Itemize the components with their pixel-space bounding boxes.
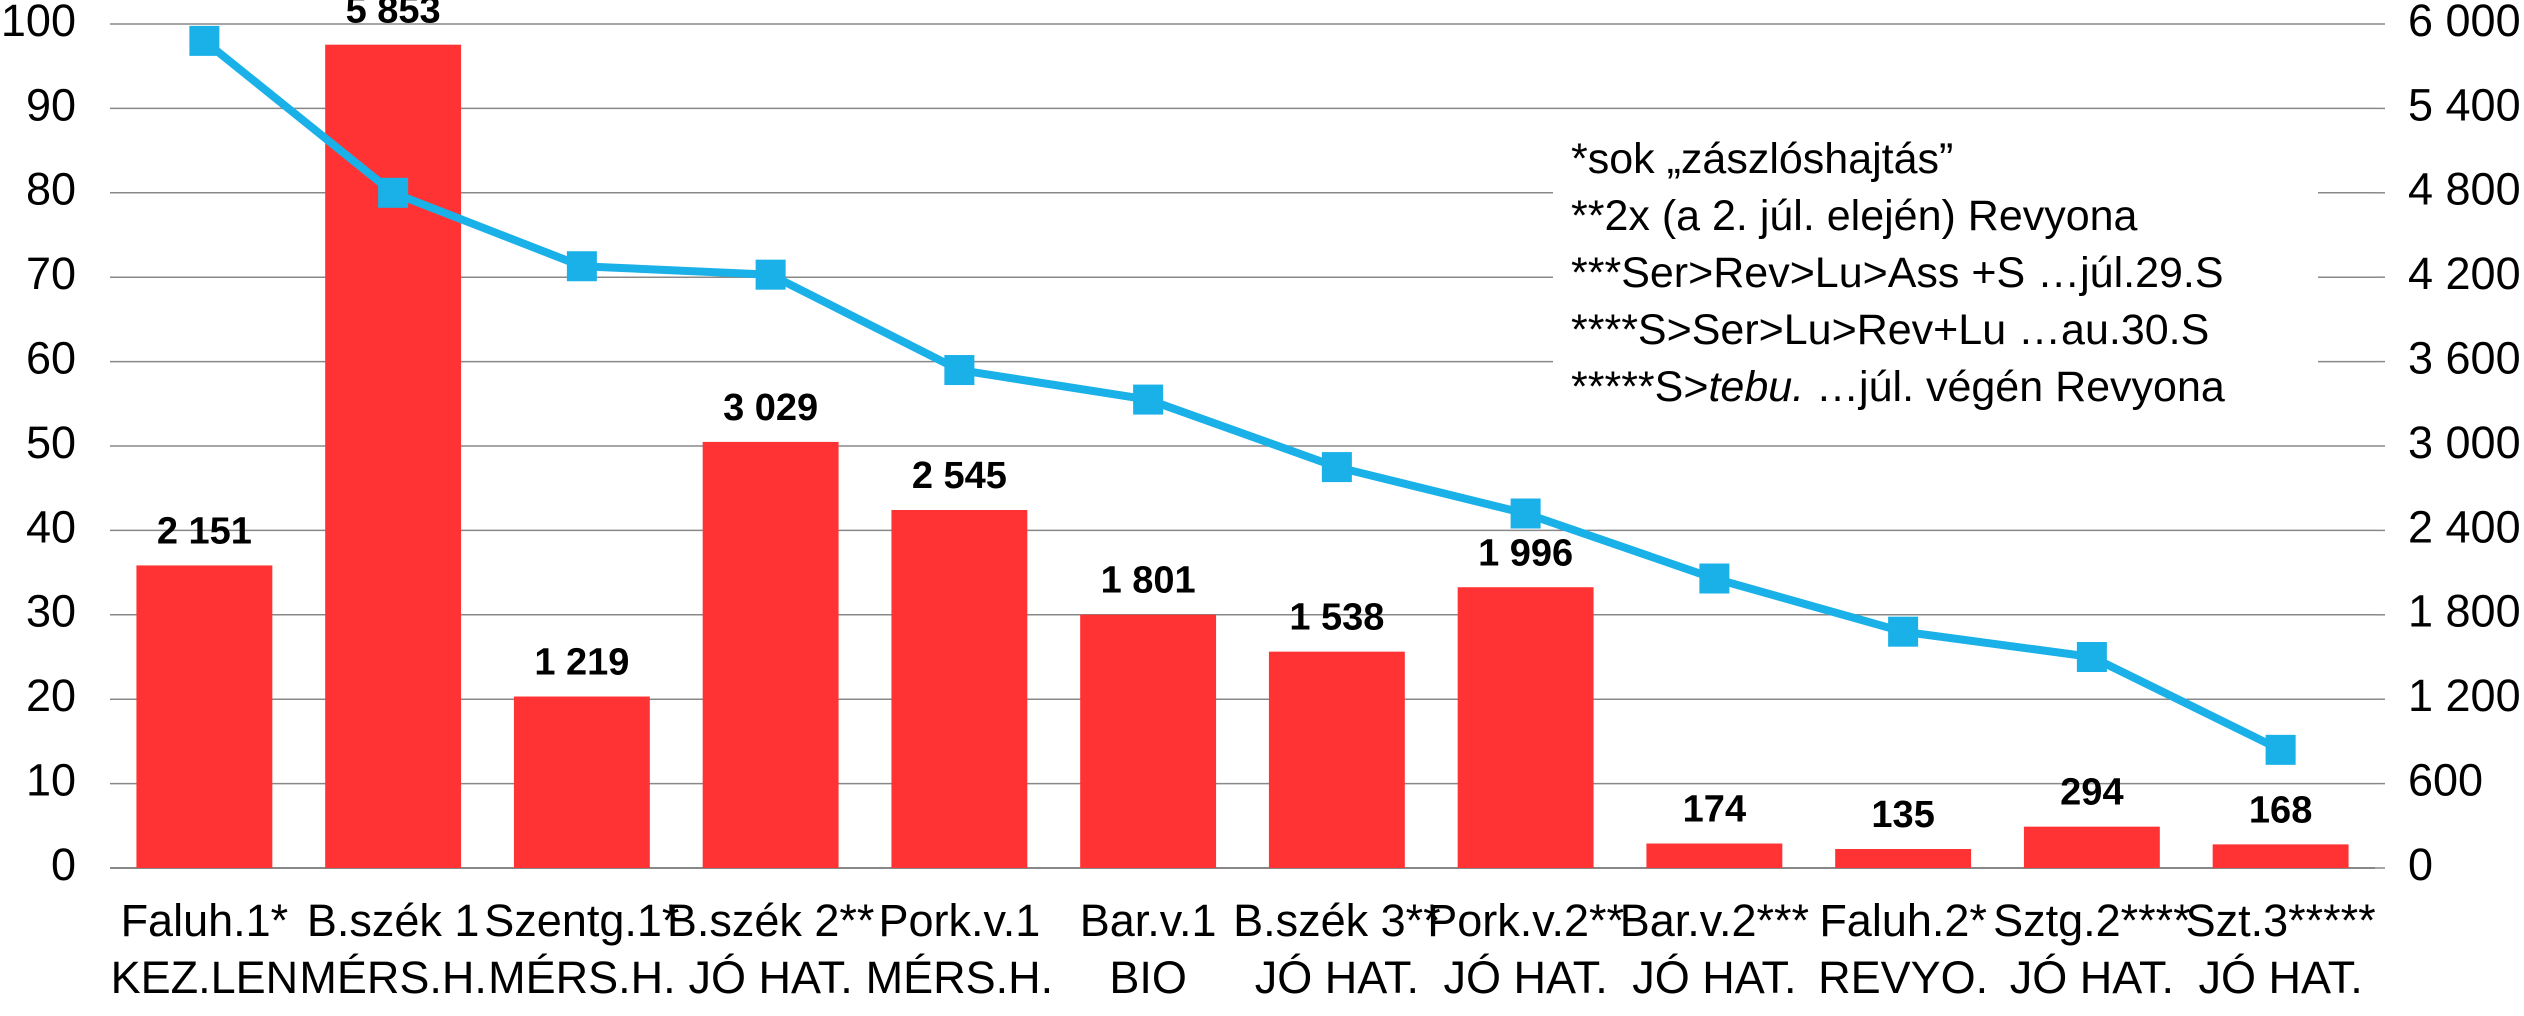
annotation-part: …júl. végén Revyona	[1804, 363, 2225, 411]
y2-tick-label: 5 400	[2408, 79, 2521, 130]
bar	[325, 44, 462, 869]
data-label: 135	[1871, 794, 1934, 836]
marker	[2265, 734, 2296, 765]
y2-tick-label: 0	[2408, 839, 2433, 890]
annotation-part: **2x (a 2. júl. elején) Revyona	[1571, 192, 2138, 240]
data-label: 1 219	[534, 642, 629, 684]
y-tick-label: 70	[26, 248, 76, 299]
marker	[189, 25, 220, 56]
data-label: 174	[1683, 789, 1746, 831]
marker	[944, 355, 975, 386]
marker	[378, 177, 409, 208]
bar	[513, 696, 650, 868]
data-label: 2 151	[157, 510, 252, 552]
data-label: 294	[2060, 772, 2123, 814]
x-tick-label: Faluh.2*	[1819, 895, 1987, 946]
x-tick-label: JÓ HAT.	[1632, 952, 1796, 1003]
x-tick-label: MÉRS.H.	[866, 952, 1054, 1003]
data-label: 168	[2249, 789, 2312, 831]
bar	[136, 565, 273, 868]
x-tick-label: Bar.v.1	[1080, 895, 1217, 946]
y-tick-label: 0	[51, 839, 76, 890]
data-label: 5 853	[346, 0, 441, 32]
y-tick-label: 10	[26, 754, 76, 805]
x-tick-label: Szt.3*****	[2186, 895, 2376, 946]
annotation: **2x (a 2. júl. elején) Revyona	[1571, 192, 2138, 240]
data-label: 1 801	[1101, 560, 1196, 602]
y2-tick-label: 3 600	[2408, 332, 2521, 383]
x-tick-label: REVYO.	[1818, 952, 1988, 1003]
annotation-part: ****S>Ser>Lu>Rev+Lu …au.30.S	[1571, 306, 2209, 354]
y-tick-label: 20	[26, 670, 76, 721]
y2-tick-label: 600	[2408, 754, 2483, 805]
marker	[566, 251, 597, 282]
y2-tick-label: 1 200	[2408, 670, 2521, 721]
marker	[1321, 452, 1352, 483]
y-tick-label: 30	[26, 586, 76, 637]
annotation: ***Ser>Rev>Lu>Ass +S …júl.29.S	[1571, 249, 2224, 297]
y2-tick-label: 1 800	[2408, 586, 2521, 637]
annotation-part: ***Ser>Rev>Lu>Ass +S …júl.29.S	[1571, 249, 2224, 297]
x-tick-label: Faluh.1*	[121, 895, 289, 946]
x-tick-label: MÉRS.H.	[299, 952, 487, 1003]
marker	[1510, 498, 1541, 529]
y2-tick-label: 4 200	[2408, 248, 2521, 299]
bar	[1457, 587, 1594, 868]
x-tick-label: Pork.v.2**	[1427, 895, 1624, 946]
x-tick-label: Sztg.2****	[1993, 895, 2191, 946]
annotation: *sok „zászlóshajtás”	[1571, 135, 1953, 183]
x-tick-label: JÓ HAT.	[1444, 952, 1608, 1003]
data-label: 1 996	[1478, 532, 1573, 574]
annotation: *****S>tebu. …júl. végén Revyona	[1571, 363, 2225, 411]
y-tick-label: 100	[1, 0, 76, 46]
annotation-box	[1553, 135, 2318, 421]
x-tick-label: KEZ.LEN	[111, 952, 299, 1003]
bar	[891, 510, 1028, 868]
x-tick-label: B.szék 2**	[667, 895, 875, 946]
y-tick-label: 40	[26, 501, 76, 552]
bar	[1835, 849, 1972, 868]
x-tick-label: JÓ HAT.	[689, 952, 853, 1003]
y2-tick-label: 2 400	[2408, 501, 2521, 552]
annotation-part: tebu.	[1708, 363, 1804, 411]
annotation-part: *****S>	[1571, 363, 1708, 411]
bar	[702, 441, 839, 868]
y2-tick-label: 6 000	[2408, 0, 2521, 46]
marker	[755, 259, 786, 290]
x-tick-label: JÓ HAT.	[2010, 952, 2174, 1003]
x-tick-label: B.szék 1	[307, 895, 480, 946]
bar	[2212, 844, 2349, 868]
marker	[2076, 642, 2107, 672]
x-tick-label: Pork.v.1	[879, 895, 1041, 946]
x-tick-label: B.szék 3**	[1233, 895, 1441, 946]
y2-tick-label: 4 800	[2408, 164, 2521, 215]
y-tick-label: 60	[26, 332, 76, 383]
x-tick-label: BIO	[1109, 952, 1187, 1003]
x-tick-label: Bar.v.2***	[1620, 895, 1809, 946]
bar	[2023, 826, 2160, 868]
y2-tick-label: 3 000	[2408, 417, 2521, 468]
y-tick-label: 90	[26, 79, 76, 130]
bar	[1646, 843, 1783, 868]
bar	[1080, 614, 1217, 868]
bar	[1268, 651, 1405, 868]
line	[201, 37, 2283, 754]
x-tick-label: JÓ HAT.	[2199, 952, 2363, 1003]
y-tick-label: 80	[26, 164, 76, 215]
data-label: 2 545	[912, 455, 1007, 497]
annotation-part: *sok „zászlóshajtás”	[1571, 135, 1953, 183]
x-tick-label: JÓ HAT.	[1255, 952, 1419, 1003]
marker	[1888, 616, 1919, 647]
marker	[1699, 563, 1730, 594]
y-tick-label: 50	[26, 417, 76, 468]
annotation: ****S>Ser>Lu>Rev+Lu …au.30.S	[1571, 306, 2209, 354]
x-tick-label: Szentg.1*	[484, 895, 679, 946]
x-tick-label: MÉRS.H.	[488, 952, 676, 1003]
data-label: 3 029	[723, 387, 818, 429]
data-label: 1 538	[1289, 597, 1384, 639]
marker	[1133, 384, 1164, 415]
